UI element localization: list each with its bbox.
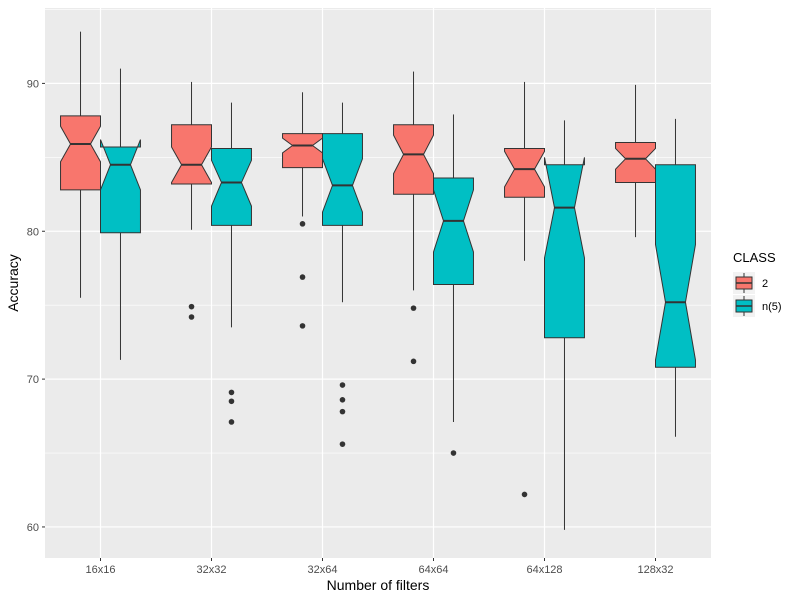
legend: CLASS 2 n(5): [733, 250, 782, 317]
outlier-point: [299, 274, 306, 280]
box-16x16-n(5): [100, 68, 141, 360]
notched-box: [211, 147, 252, 226]
outlier-point: [228, 389, 235, 396]
notched-box: [433, 177, 474, 285]
outlier-point: [299, 221, 306, 227]
notched-box: [171, 124, 212, 185]
outlier-point: [228, 419, 235, 425]
box-32x64-n(5): [322, 102, 363, 447]
notched-box: [100, 139, 141, 234]
box-64x128-2: [504, 81, 545, 498]
box-64x64-n(5): [433, 114, 474, 456]
x-tick-label: 128x32: [637, 564, 673, 576]
x-axis-title: Number of filters: [327, 577, 430, 593]
notched-box: [282, 133, 323, 169]
box-32x64-2: [282, 92, 323, 329]
outlier-point: [188, 303, 195, 310]
outlier-point: [299, 323, 306, 329]
notched-box: [322, 133, 363, 226]
notched-box: [544, 157, 585, 339]
x-tick-label: 32x64: [308, 564, 338, 576]
x-tick-label: 64x128: [526, 564, 562, 576]
series-2: [60, 31, 656, 498]
legend-item-n(5): n(5): [733, 295, 782, 317]
y-tick-label: 70: [27, 374, 39, 386]
box-128x32-n(5): [655, 118, 696, 437]
outlier-point: [339, 441, 346, 447]
legend-title: CLASS: [733, 250, 776, 265]
y-tick-label: 80: [27, 226, 39, 238]
outlier-point: [410, 358, 417, 365]
x-tick-label: 32x32: [197, 564, 227, 576]
x-axis-ticks: 16x16 32x32 32x64 64x64 64x128 128x32: [86, 558, 674, 576]
box-32x32-2: [171, 81, 212, 320]
box-64x128-n(5): [544, 120, 585, 530]
notched-box: [393, 124, 434, 195]
y-axis-ticks: 60 70 80 90: [27, 78, 45, 534]
notched-box: [504, 147, 545, 198]
outlier-point: [450, 450, 457, 456]
y-axis-title: Accuracy: [5, 254, 21, 312]
legend-label: n(5): [762, 301, 782, 313]
legend-label: 2: [762, 278, 768, 290]
series-n(5): [100, 68, 696, 530]
y-tick-label: 90: [27, 78, 39, 90]
outlier-point: [339, 397, 346, 403]
outlier-point: [521, 491, 528, 498]
plot-panel: [45, 8, 711, 558]
notched-box: [655, 164, 696, 368]
outlier-point: [188, 314, 195, 320]
legend-item-2: 2: [733, 272, 768, 294]
outlier-point: [228, 398, 235, 405]
outlier-point: [339, 408, 346, 415]
outlier-point: [339, 382, 346, 388]
notched-box: [615, 142, 656, 183]
outlier-point: [410, 305, 417, 311]
notched-box: [60, 115, 101, 191]
box-series: [60, 31, 696, 530]
x-tick-label: 16x16: [86, 564, 116, 576]
box-64x64-2: [393, 71, 434, 365]
y-tick-label: 60: [27, 522, 39, 534]
box-32x32-n(5): [211, 102, 252, 425]
x-tick-label: 64x64: [419, 564, 449, 576]
